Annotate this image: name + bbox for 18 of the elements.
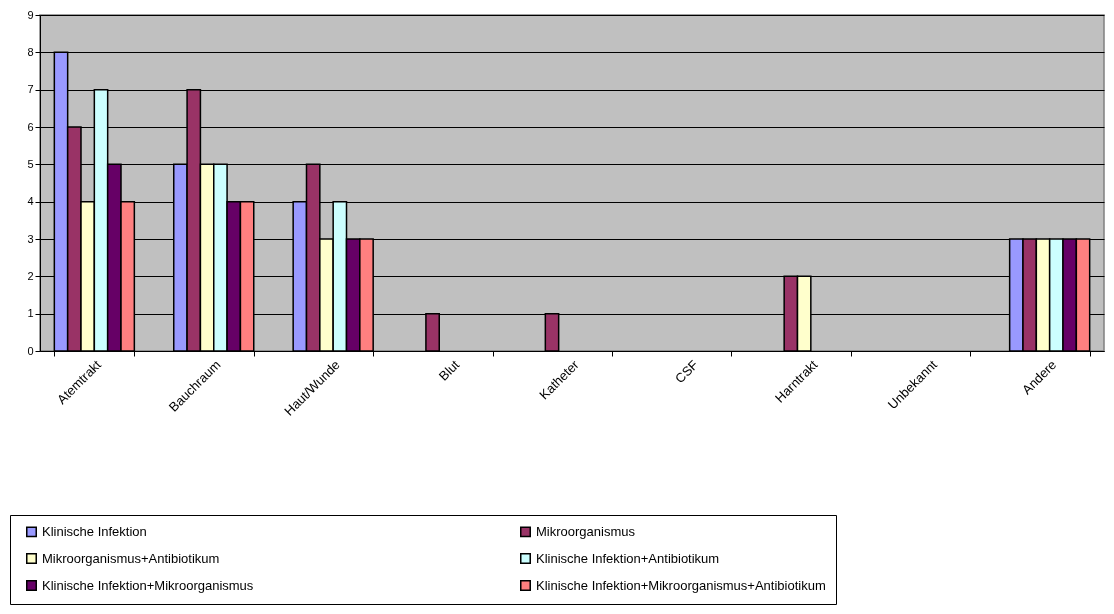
legend-label: Klinische Infektion+Mikroorganismus: [42, 577, 254, 593]
x-tick-label: CSF: [672, 357, 702, 387]
y-tick-label: 2: [27, 269, 34, 282]
y-tick-label: 8: [27, 45, 34, 58]
y-tick-label: 4: [27, 195, 34, 208]
legend-label: Klinische Infektion+Mikroorganismus+Antibiotikum: [536, 577, 826, 593]
y-tick-label: 9: [27, 8, 34, 21]
legend-label: Klinische Infektion: [42, 523, 147, 539]
legend-label: Mikroorganismus+Antibiotikum: [42, 550, 220, 566]
x-tick-label: Blut: [435, 356, 463, 384]
y-tick-label: 5: [27, 157, 34, 170]
y-tick-label: 7: [27, 83, 34, 96]
y-tick-label: 6: [27, 120, 34, 133]
legend-label: Klinische Infektion+Antibiotikum: [536, 550, 720, 566]
legend-label: Mikroorganismus: [536, 523, 636, 539]
y-tick-label: 3: [27, 232, 34, 245]
y-tick-label: 0: [27, 344, 34, 357]
y-tick-label: 1: [27, 307, 34, 320]
